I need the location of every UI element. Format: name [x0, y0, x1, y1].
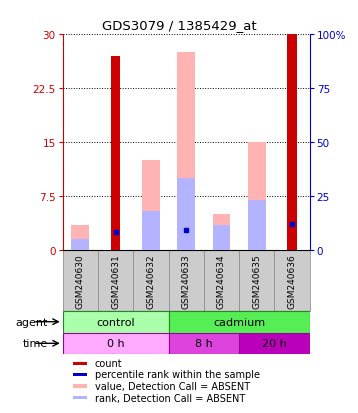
- Text: GDS3079 / 1385429_at: GDS3079 / 1385429_at: [102, 19, 256, 31]
- Bar: [142, 161, 160, 251]
- Bar: [73, 362, 87, 365]
- Bar: [213, 225, 230, 251]
- Text: GSM240634: GSM240634: [217, 254, 226, 308]
- Text: GSM240631: GSM240631: [111, 254, 120, 308]
- Text: rank, Detection Call = ABSENT: rank, Detection Call = ABSENT: [95, 393, 245, 403]
- Text: value, Detection Call = ABSENT: value, Detection Call = ABSENT: [95, 381, 250, 391]
- Bar: [169, 333, 239, 354]
- Bar: [63, 311, 169, 333]
- Text: 20 h: 20 h: [262, 339, 287, 349]
- Text: 0 h: 0 h: [107, 339, 124, 349]
- Text: control: control: [96, 317, 135, 327]
- Bar: [63, 251, 98, 311]
- Bar: [239, 251, 274, 311]
- Text: GSM240636: GSM240636: [287, 254, 296, 308]
- Text: count: count: [95, 358, 122, 368]
- Bar: [274, 251, 310, 311]
- Bar: [63, 333, 169, 354]
- Bar: [169, 311, 310, 333]
- Bar: [239, 333, 310, 354]
- Bar: [73, 373, 87, 376]
- Text: agent: agent: [15, 317, 48, 327]
- Bar: [213, 215, 230, 251]
- Text: GSM240633: GSM240633: [182, 254, 191, 308]
- Bar: [111, 57, 120, 251]
- Bar: [133, 251, 169, 311]
- Text: time: time: [23, 339, 48, 349]
- Bar: [73, 396, 87, 399]
- Bar: [177, 179, 195, 251]
- Bar: [98, 251, 133, 311]
- Text: GSM240632: GSM240632: [146, 254, 155, 308]
- Bar: [248, 143, 266, 251]
- Bar: [204, 251, 239, 311]
- Bar: [169, 251, 204, 311]
- Bar: [142, 211, 160, 251]
- Text: percentile rank within the sample: percentile rank within the sample: [95, 370, 260, 380]
- Text: cadmium: cadmium: [213, 317, 265, 327]
- Bar: [72, 225, 89, 251]
- Text: GSM240630: GSM240630: [76, 254, 85, 308]
- Bar: [287, 35, 297, 251]
- Bar: [73, 385, 87, 387]
- Bar: [177, 53, 195, 251]
- Text: 8 h: 8 h: [195, 339, 213, 349]
- Text: GSM240635: GSM240635: [252, 254, 261, 308]
- Bar: [248, 200, 266, 251]
- Bar: [72, 240, 89, 251]
